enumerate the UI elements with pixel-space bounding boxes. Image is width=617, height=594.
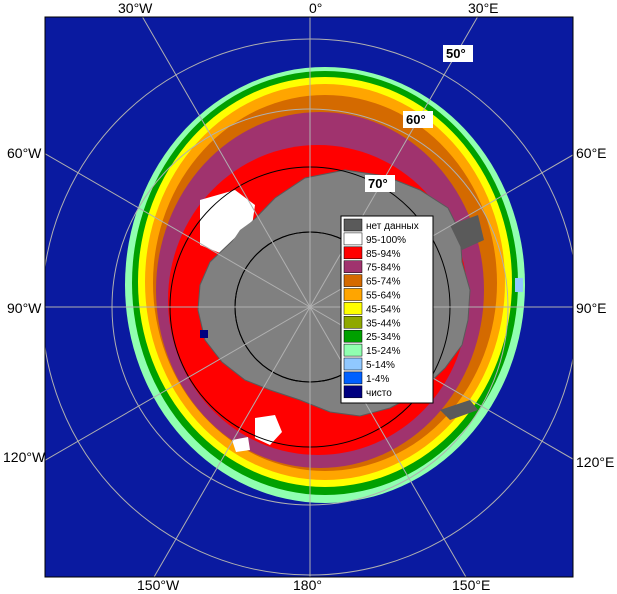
lat-label-70: 70° [368,176,388,191]
lat-label-60-box [403,111,433,128]
lat-label-50: 50° [446,46,466,61]
legend-swatch [343,232,363,246]
legend-label: 1-4% [366,374,389,385]
lon-label-0: 0° [309,0,322,16]
legend-label: чисто [366,388,392,399]
legend-label: 65-74% [366,277,401,288]
legend-label: 15-24% [366,346,401,357]
legend-swatch [343,218,363,232]
ice-patch-95-100 [232,437,250,452]
legend-swatch [343,260,363,273]
lon-label-90e: 90°E [576,300,607,316]
lon-label-60e: 60°E [576,145,607,161]
legend-label: 45-54% [366,304,401,315]
lon-label-150e: 150°E [452,577,490,593]
legend-swatch [343,371,363,385]
lon-label-120w: 120°W [3,449,46,465]
lat-label-70-box [365,175,395,192]
legend-swatch [343,288,363,301]
ice-spot-5-14 [515,278,523,292]
legend-label: 85-94% [366,249,401,260]
lon-label-30e: 30°E [468,0,499,16]
lon-label-30w: 30°W [118,0,153,16]
legend-label: 35-44% [366,318,401,329]
lon-label-120e: 120°E [576,454,614,470]
legend-swatch [343,343,363,357]
antarctic-peninsula [228,214,270,252]
legend-swatch [343,357,363,371]
legend-swatch [343,385,363,399]
legend-swatch [343,329,363,343]
lon-label-60w: 60°W [7,145,42,161]
legend-swatch [343,246,363,260]
legend-label: 55-64% [366,291,401,302]
ice-patch-95-100 [255,415,282,445]
lat-label-50-box [443,45,473,62]
legend-label: 75-84% [366,263,401,274]
no-data-coast [450,215,484,250]
legend-swatch [343,274,363,287]
no-data-coast [440,400,478,420]
legend: нет данных 95-100% 85-94% 75-84% 65-74% 55-64… [340,215,434,404]
lon-label-180: 180° [293,577,322,593]
legend-label: нет данных [366,221,419,232]
legend-label: 25-34% [366,332,401,343]
ice-spot-1-4 [200,330,208,338]
map-frame [44,16,574,578]
legend-label: 5-14% [366,360,395,371]
legend-label: 95-100% [366,235,406,246]
legend-swatch [343,316,363,329]
legend-swatch [343,302,363,315]
lon-label-90w: 90°W [7,300,42,316]
lat-label-60: 60° [406,112,426,127]
lon-label-150w: 150°W [137,577,180,593]
